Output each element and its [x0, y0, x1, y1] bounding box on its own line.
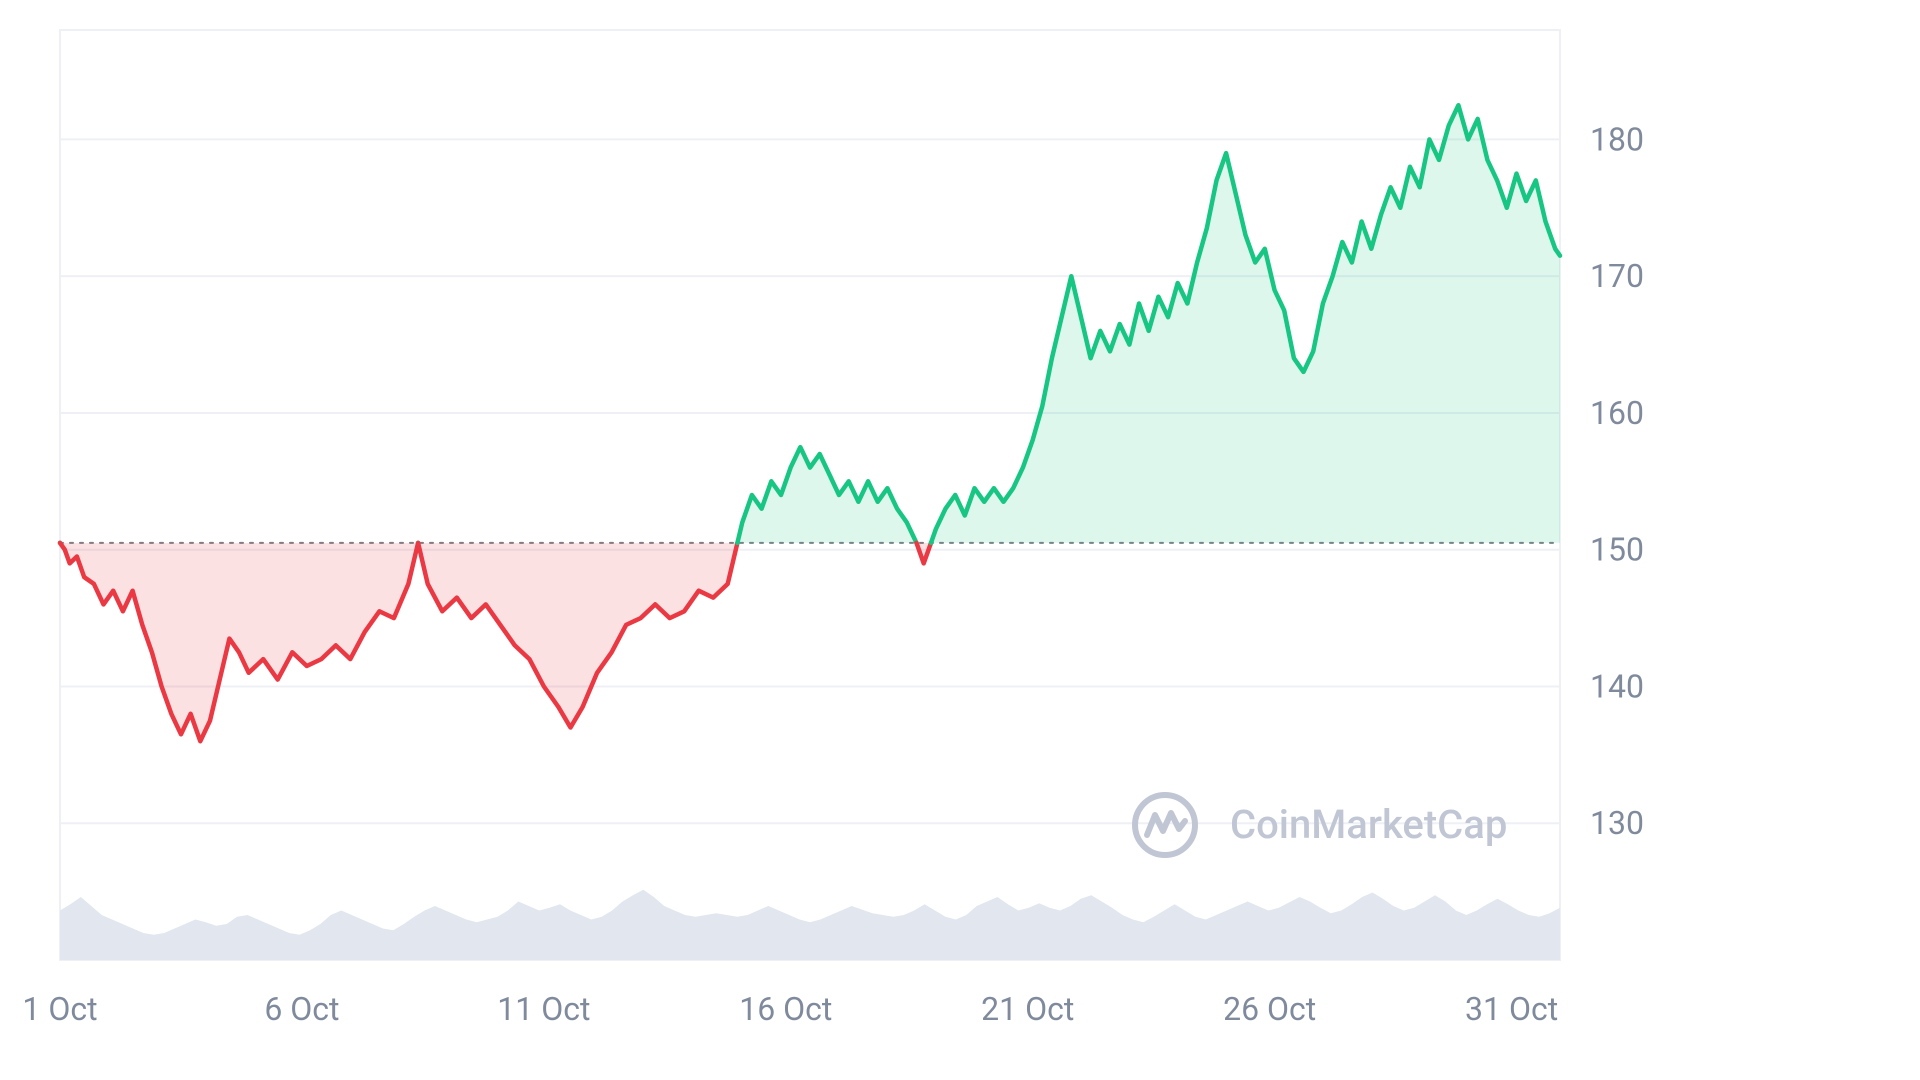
- x-tick-label: 1 Oct: [22, 990, 97, 1028]
- price-chart: 130 140 150 160 170 180 1 Oct 6 Oct 11 Oct 16 Oct…: [0, 0, 1920, 1080]
- chart-svg: 130 140 150 160 170 180 1 Oct 6 Oct 11 Oct 16 Oct…: [0, 0, 1920, 1080]
- x-tick-label: 21 Oct: [981, 990, 1074, 1028]
- x-tick-label: 16 Oct: [739, 990, 832, 1028]
- x-tick-label: 6 Oct: [264, 990, 339, 1028]
- y-tick-label: 160: [1590, 394, 1644, 432]
- y-tick-label: 130: [1590, 804, 1644, 842]
- x-tick-label: 26 Oct: [1223, 990, 1316, 1028]
- y-tick-label: 180: [1590, 120, 1644, 158]
- y-tick-label: 170: [1590, 257, 1644, 295]
- x-tick-label: 31 Oct: [1465, 990, 1558, 1028]
- y-tick-label: 150: [1590, 531, 1644, 569]
- y-tick-label: 140: [1590, 667, 1644, 705]
- x-tick-label: 11 Oct: [497, 990, 590, 1028]
- watermark-text: CoinMarketCap: [1230, 801, 1507, 848]
